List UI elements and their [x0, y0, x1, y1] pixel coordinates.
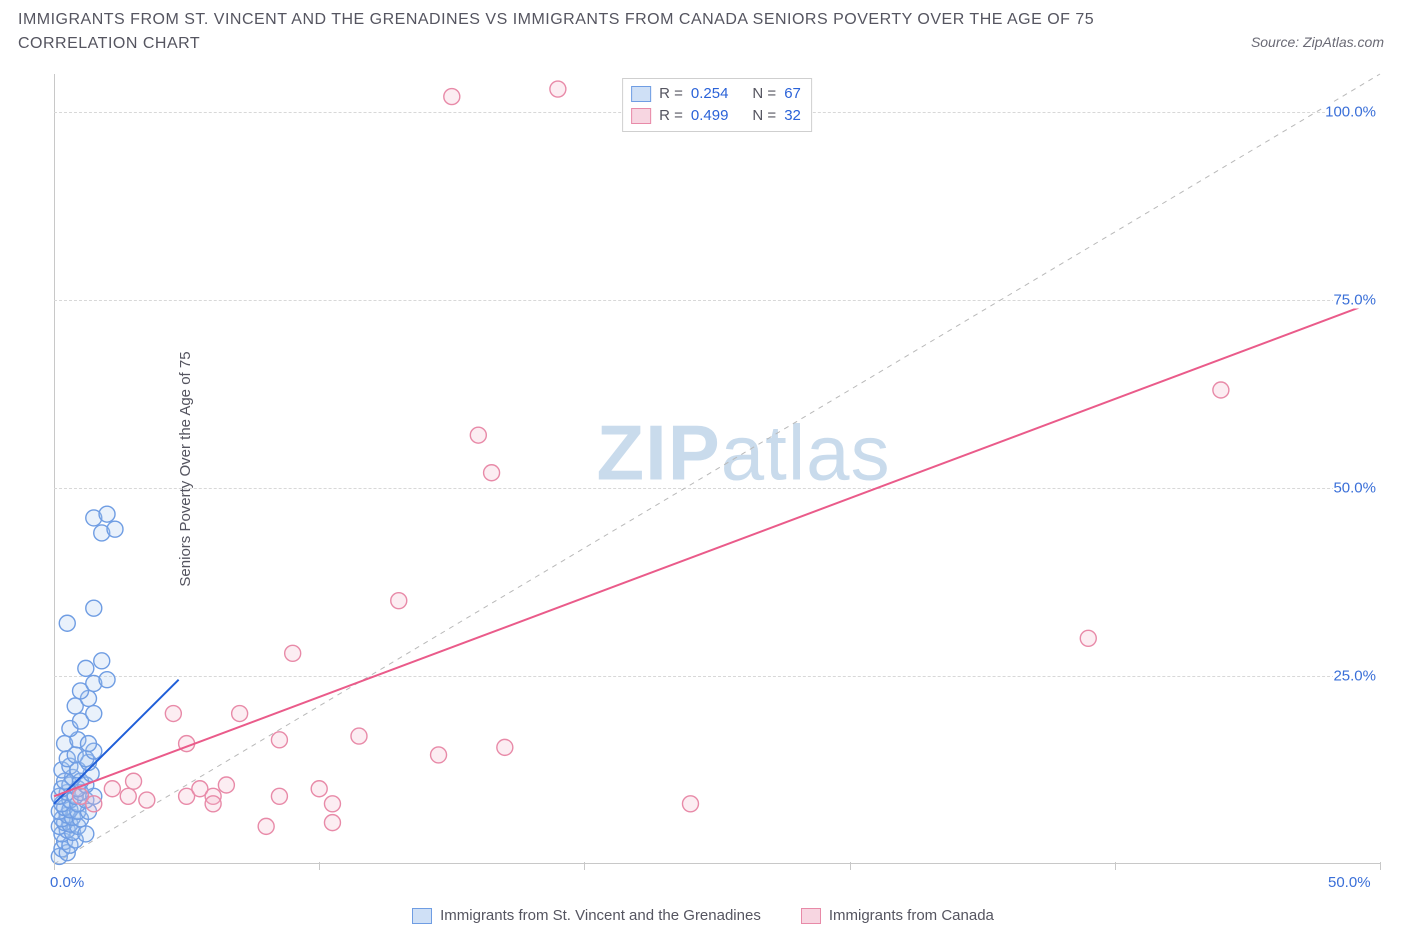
x-tick-mark	[54, 862, 55, 870]
y-tick-label: 100.0%	[1325, 103, 1382, 120]
data-point	[78, 826, 94, 842]
data-point	[165, 706, 181, 722]
data-point	[139, 792, 155, 808]
r-label: R =	[659, 83, 683, 105]
data-point	[94, 653, 110, 669]
data-point	[324, 796, 340, 812]
data-point	[107, 521, 123, 537]
data-point	[86, 706, 102, 722]
data-point	[258, 818, 274, 834]
data-point	[285, 645, 301, 661]
stats-row-series-a: R = 0.254 N = 67	[631, 83, 801, 105]
data-point	[391, 593, 407, 609]
data-point	[431, 747, 447, 763]
data-point	[311, 781, 327, 797]
n-value-b: 32	[784, 105, 801, 127]
data-point	[120, 788, 136, 804]
data-point	[78, 660, 94, 676]
legend-swatch-b	[801, 908, 821, 924]
chart-title-block: IMMIGRANTS FROM ST. VINCENT AND THE GREN…	[18, 8, 1388, 56]
y-tick-label: 50.0%	[1333, 479, 1382, 496]
title-line-2: CORRELATION CHART	[18, 32, 1388, 56]
n-value-a: 67	[784, 83, 801, 105]
source-attribution: Source: ZipAtlas.com	[1251, 34, 1384, 50]
data-point	[86, 796, 102, 812]
legend-label-b: Immigrants from Canada	[829, 907, 994, 924]
x-tick-mark	[1115, 862, 1116, 870]
n-label: N =	[752, 105, 776, 127]
scatter-plot: Seniors Poverty Over the Age of 75 ZIPat…	[54, 74, 1380, 864]
data-point	[1213, 382, 1229, 398]
data-point	[218, 777, 234, 793]
x-tick-mark	[1380, 862, 1381, 870]
x-tick-mark	[584, 862, 585, 870]
legend-item-a: Immigrants from St. Vincent and the Gren…	[412, 907, 761, 924]
data-point	[104, 781, 120, 797]
stats-row-series-b: R = 0.499 N = 32	[631, 105, 801, 127]
data-point	[232, 706, 248, 722]
legend-item-b: Immigrants from Canada	[801, 907, 994, 924]
x-tick-label: 0.0%	[50, 874, 84, 891]
n-label: N =	[752, 83, 776, 105]
legend-label-a: Immigrants from St. Vincent and the Gren…	[440, 907, 761, 924]
r-value-b: 0.499	[691, 105, 729, 127]
data-point	[1080, 630, 1096, 646]
data-point	[324, 815, 340, 831]
data-point	[99, 506, 115, 522]
data-point	[682, 796, 698, 812]
r-value-a: 0.254	[691, 83, 729, 105]
data-point	[470, 427, 486, 443]
data-point	[484, 465, 500, 481]
stats-swatch-a	[631, 86, 651, 102]
x-tick-mark	[850, 862, 851, 870]
r-label: R =	[659, 105, 683, 127]
correlation-stats-box: R = 0.254 N = 67 R = 0.499 N = 32	[622, 78, 812, 132]
data-point	[86, 600, 102, 616]
data-point	[205, 796, 221, 812]
data-point	[126, 773, 142, 789]
y-tick-label: 25.0%	[1333, 667, 1382, 684]
x-tick-mark	[319, 862, 320, 870]
title-line-1: IMMIGRANTS FROM ST. VINCENT AND THE GREN…	[18, 8, 1388, 32]
stats-swatch-b	[631, 108, 651, 124]
data-point	[99, 672, 115, 688]
data-point	[550, 81, 566, 97]
data-point	[59, 615, 75, 631]
legend-swatch-a	[412, 908, 432, 924]
x-tick-label: 50.0%	[1328, 874, 1371, 891]
data-point	[497, 739, 513, 755]
data-point	[271, 788, 287, 804]
data-point	[351, 728, 367, 744]
data-point	[444, 89, 460, 105]
data-point	[80, 736, 96, 752]
trend-line	[54, 300, 1380, 797]
data-point	[271, 732, 287, 748]
y-tick-label: 75.0%	[1333, 291, 1382, 308]
chart-legend: Immigrants from St. Vincent and the Gren…	[0, 907, 1406, 924]
chart-svg-layer	[54, 74, 1380, 864]
